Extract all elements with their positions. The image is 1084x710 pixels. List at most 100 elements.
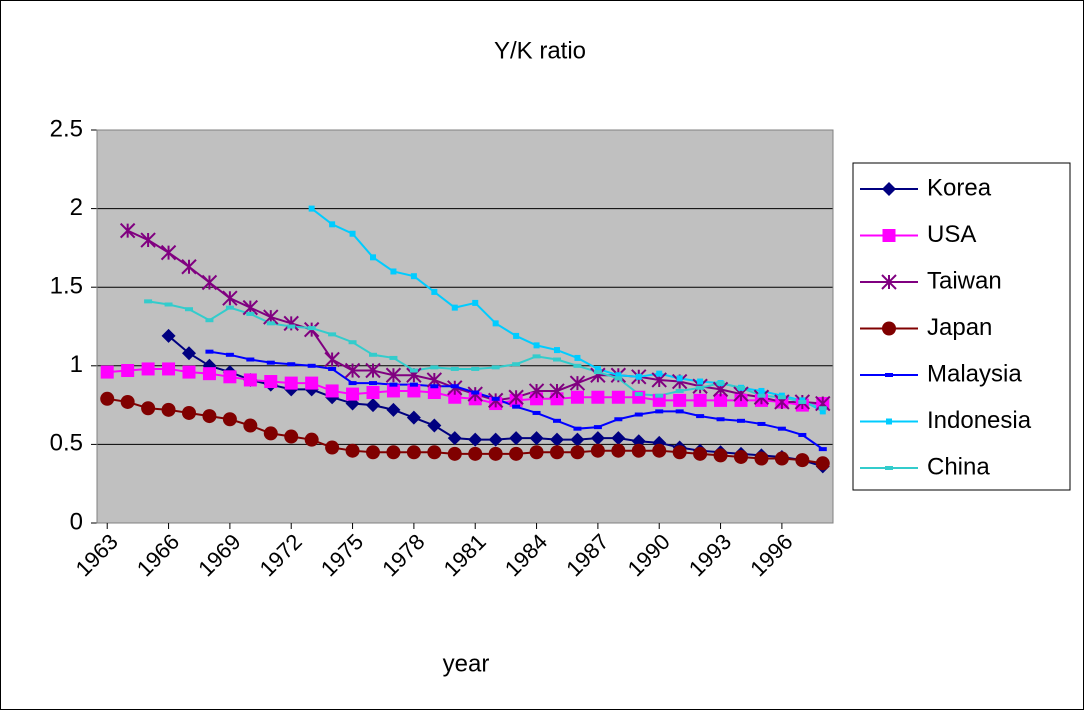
marker	[508, 389, 524, 405]
marker	[243, 373, 257, 387]
marker	[512, 404, 521, 409]
y-tick-label: 1.5	[50, 273, 83, 300]
marker	[164, 302, 173, 307]
marker	[675, 409, 684, 414]
marker	[246, 311, 255, 316]
marker	[881, 274, 897, 290]
marker	[181, 259, 197, 275]
marker	[590, 443, 605, 458]
marker	[488, 432, 503, 447]
marker	[818, 406, 827, 411]
marker	[693, 446, 708, 461]
marker	[472, 299, 479, 306]
marker	[777, 426, 786, 431]
legend-label: USA	[927, 221, 976, 248]
marker	[594, 365, 601, 372]
marker	[676, 375, 683, 382]
marker	[574, 354, 581, 361]
marker	[182, 405, 196, 420]
marker	[369, 352, 377, 357]
marker	[266, 321, 275, 326]
marker	[528, 383, 545, 399]
chart-title: Y/K ratio	[494, 37, 586, 64]
marker	[389, 355, 398, 360]
marker	[201, 274, 218, 291]
marker	[471, 390, 480, 395]
marker	[611, 443, 626, 458]
marker	[593, 370, 602, 375]
marker	[737, 418, 745, 423]
marker	[185, 307, 193, 312]
marker	[329, 221, 336, 228]
marker	[304, 432, 319, 447]
marker	[222, 412, 237, 427]
marker	[529, 445, 544, 460]
marker	[325, 440, 340, 455]
marker	[737, 385, 745, 390]
marker	[205, 349, 214, 354]
marker	[366, 445, 380, 460]
marker	[427, 386, 441, 400]
marker	[100, 365, 114, 379]
y-tick-label: 0.5	[50, 430, 83, 457]
marker	[366, 386, 380, 400]
marker	[386, 384, 400, 398]
marker	[615, 372, 622, 379]
marker	[573, 426, 582, 431]
marker	[716, 381, 725, 386]
marker	[471, 366, 480, 371]
marker	[656, 370, 663, 377]
x-axis-label: year	[443, 650, 490, 677]
y-tick-label: 0	[70, 508, 83, 535]
marker	[672, 445, 687, 460]
marker	[819, 408, 826, 415]
marker	[798, 432, 807, 437]
marker	[885, 373, 893, 377]
marker	[141, 401, 156, 416]
marker	[345, 443, 360, 458]
marker	[532, 354, 541, 359]
marker	[144, 299, 153, 304]
marker	[550, 445, 564, 460]
marker	[349, 230, 356, 237]
marker	[513, 332, 520, 339]
plot-frame	[96, 129, 834, 524]
marker	[410, 273, 417, 280]
marker	[427, 418, 442, 433]
marker	[795, 453, 810, 468]
marker	[573, 363, 582, 368]
legend-label: Korea	[927, 174, 992, 201]
marker	[570, 445, 585, 460]
marker	[366, 398, 380, 413]
marker	[161, 328, 176, 343]
marker	[758, 387, 765, 394]
marker	[716, 417, 725, 422]
legend-label: Taiwan	[927, 267, 1002, 294]
marker	[713, 448, 728, 463]
marker	[225, 305, 234, 310]
marker	[307, 363, 316, 368]
marker	[202, 409, 217, 424]
marker	[140, 232, 156, 248]
marker	[488, 446, 503, 461]
marker	[696, 414, 705, 419]
marker	[307, 326, 316, 331]
marker	[693, 393, 707, 407]
marker	[407, 384, 421, 398]
marker	[652, 443, 667, 458]
marker	[509, 431, 524, 446]
marker	[675, 388, 684, 393]
marker	[529, 431, 544, 446]
marker	[734, 449, 748, 464]
marker	[754, 451, 769, 466]
marker	[611, 431, 626, 446]
marker	[570, 390, 584, 404]
marker	[818, 447, 827, 452]
legend-label: Indonesia	[927, 407, 1032, 434]
marker	[182, 365, 196, 379]
marker	[673, 393, 687, 407]
marker	[512, 362, 521, 367]
marker	[593, 425, 602, 430]
marker	[263, 426, 278, 441]
marker	[798, 399, 807, 404]
